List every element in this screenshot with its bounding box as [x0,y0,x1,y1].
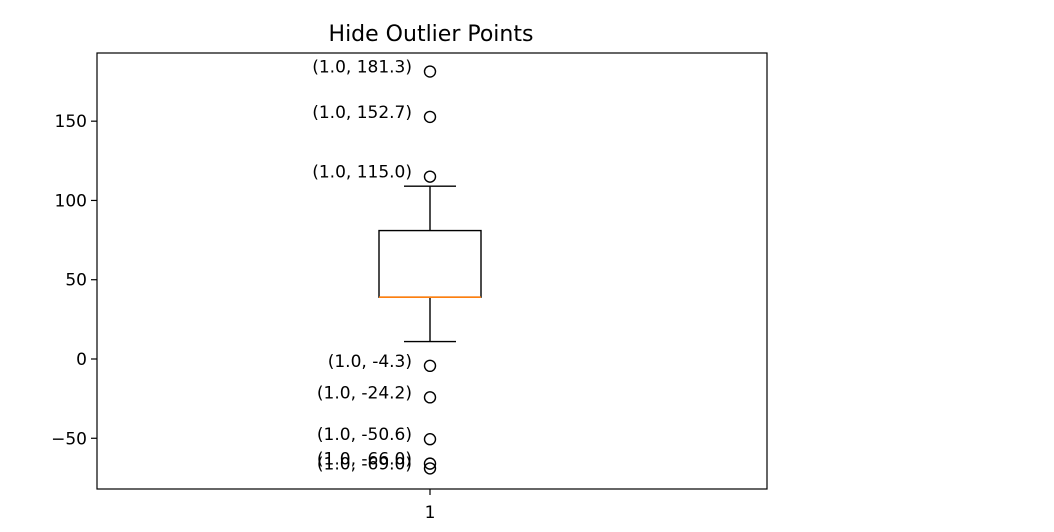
x-tick-label: 1 [425,503,436,523]
outlier-label: (1.0, -66.0) [317,450,412,470]
y-tick-label: 0 [76,350,87,370]
chart-title: Hide Outlier Points [329,22,534,47]
outlier-point [423,391,437,404]
y-axis: −50 0 50 100 150 [51,112,97,449]
plot-area-frame [96,52,768,490]
iqr-box [378,229,482,298]
y-tick-label: 150 [55,112,87,132]
outlier-label: (1.0, 152.7) [312,103,412,123]
outlier-point [423,462,437,475]
outlier-point [423,457,437,470]
outlier-label: (1.0, -24.2) [317,383,412,403]
outlier-point [423,433,437,446]
y-tick-label: −50 [51,429,87,449]
x-axis: 1 [425,489,436,523]
outlier-label: (1.0, 115.0) [312,163,412,183]
outlier-point [423,110,437,124]
outlier-group: (1.0, 181.3) (1.0, 152.7) (1.0, 115.0) (1.0… [312,58,437,475]
box-group [378,185,482,343]
y-tick-label: 100 [55,191,87,211]
outlier-label: (1.0, -50.6) [317,425,412,445]
outlier-label: (1.0, 181.3) [312,58,412,78]
outlier-label: (1.0, -4.3) [328,352,412,372]
outlier-point [423,170,437,183]
outlier-point [423,65,437,78]
outlier-label: (1.0, -69.0) [317,454,412,474]
y-tick-label: 50 [65,271,87,291]
outlier-point [423,359,437,373]
